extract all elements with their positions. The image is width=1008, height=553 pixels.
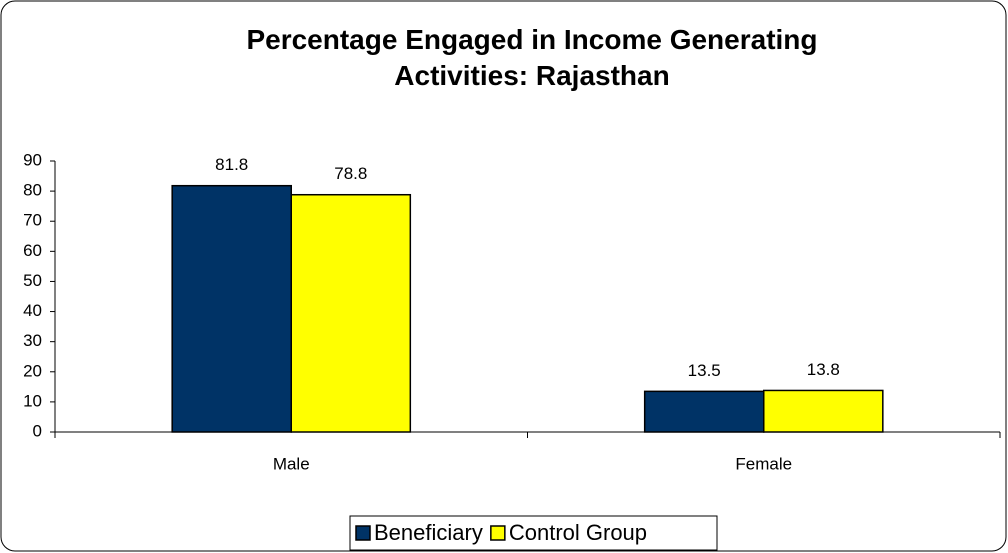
x-tick-label: Female: [735, 454, 792, 473]
y-tick-label: 0: [33, 421, 42, 440]
x-tick-label: Male: [273, 454, 310, 473]
bar: [643, 390, 765, 433]
bar: [171, 184, 292, 433]
y-tick-label: 50: [23, 271, 42, 290]
value-label: 13.8: [807, 360, 840, 379]
y-tick-label: 40: [23, 301, 42, 320]
legend-box: [349, 515, 718, 551]
value-label: 78.8: [334, 164, 367, 183]
y-tick-label: 60: [23, 241, 42, 260]
value-label: 81.8: [215, 155, 248, 174]
y-tick-label: 10: [23, 391, 42, 410]
y-tick-label: 90: [23, 150, 42, 169]
y-tick-label: 80: [23, 181, 42, 200]
legend-label: Control Group: [509, 520, 647, 545]
legend-swatch: [490, 525, 506, 541]
y-tick-label: 20: [23, 361, 42, 380]
chart-title: Percentage Engaged in Income Generating …: [246, 24, 818, 91]
y-tick-label: 70: [23, 211, 42, 230]
y-tick-label: 30: [23, 331, 42, 350]
legend-swatch: [355, 525, 371, 541]
legend-label: Beneficiary: [374, 520, 483, 545]
bar: [290, 193, 412, 433]
bar: [763, 389, 884, 433]
value-label: 13.5: [688, 361, 721, 380]
